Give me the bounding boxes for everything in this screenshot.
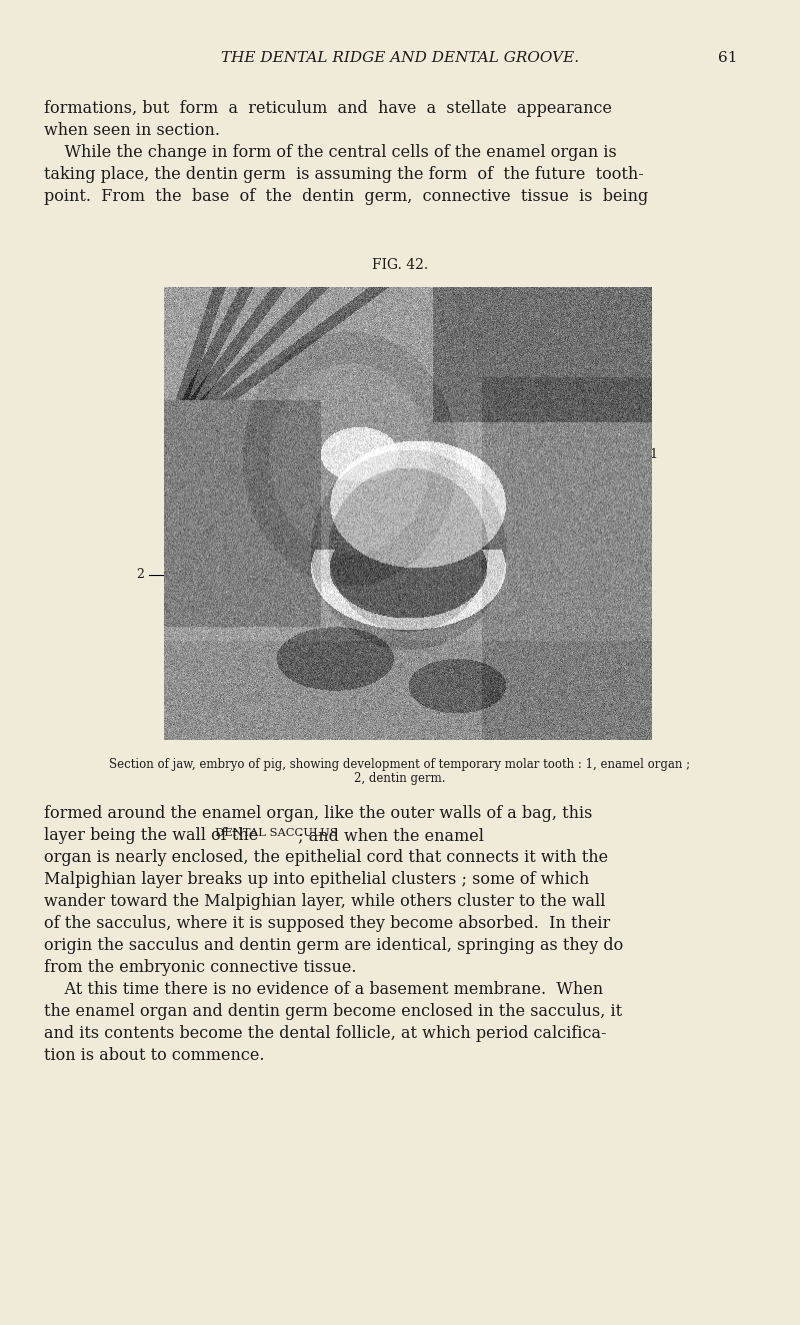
Text: layer being the wall of the: layer being the wall of the [44,827,263,844]
Text: 2: 2 [136,568,144,582]
Text: organ is nearly enclosed, the epithelial cord that connects it with the: organ is nearly enclosed, the epithelial… [44,849,608,867]
Text: tion is about to commence.: tion is about to commence. [44,1047,265,1064]
Text: Malpighian layer breaks up into epithelial clusters ; some of which: Malpighian layer breaks up into epitheli… [44,871,590,888]
Text: FIG. 42.: FIG. 42. [372,258,428,272]
Text: formed around the enamel organ, like the outer walls of a bag, this: formed around the enamel organ, like the… [44,806,592,822]
Text: taking place, the dentin germ  is assuming the form  of  the future  tooth-: taking place, the dentin germ is assumin… [44,166,644,183]
Text: the enamel organ and dentin germ become enclosed in the sacculus, it: the enamel organ and dentin germ become … [44,1003,622,1020]
Text: origin the sacculus and dentin germ are identical, springing as they do: origin the sacculus and dentin germ are … [44,937,623,954]
Text: While the change in form of the central cells of the enamel organ is: While the change in form of the central … [44,144,617,162]
Text: formations, but  form  a  reticulum  and  have  a  stellate  appearance: formations, but form a reticulum and hav… [44,99,612,117]
Text: 2, dentin germ.: 2, dentin germ. [354,772,446,784]
Text: and its contents become the dental follicle, at which period calcifica-: and its contents become the dental folli… [44,1026,606,1041]
Text: ; and when the enamel: ; and when the enamel [293,827,484,844]
Text: 1: 1 [649,448,657,461]
Text: from the embryonic connective tissue.: from the embryonic connective tissue. [44,959,357,977]
Text: DENTAL SACCULUS: DENTAL SACCULUS [214,828,338,837]
Text: Section of jaw, embryo of pig, showing development of temporary molar tooth : 1,: Section of jaw, embryo of pig, showing d… [110,758,690,771]
Text: At this time there is no evidence of a basement membrane.  When: At this time there is no evidence of a b… [44,980,603,998]
Text: 61: 61 [718,50,738,65]
Text: of the sacculus, where it is supposed they become absorbed.  In their: of the sacculus, where it is supposed th… [44,916,610,931]
Text: THE DENTAL RIDGE AND DENTAL GROOVE.: THE DENTAL RIDGE AND DENTAL GROOVE. [221,50,579,65]
Text: when seen in section.: when seen in section. [44,122,220,139]
Text: point.  From  the  base  of  the  dentin  germ,  connective  tissue  is  being: point. From the base of the dentin germ,… [44,188,648,205]
Text: wander toward the Malpighian layer, while others cluster to the wall: wander toward the Malpighian layer, whil… [44,893,606,910]
